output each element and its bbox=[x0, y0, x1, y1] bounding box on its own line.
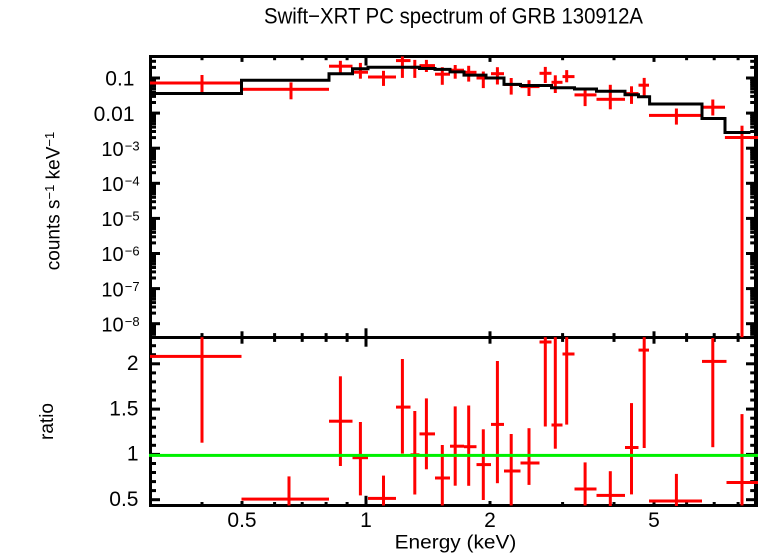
svg-text:Energy (keV): Energy (keV) bbox=[395, 532, 517, 554]
svg-text:10: 10 bbox=[101, 139, 123, 161]
svg-text:−5: −5 bbox=[125, 209, 140, 224]
svg-text:0.01: 0.01 bbox=[94, 103, 135, 126]
svg-text:10: 10 bbox=[101, 279, 123, 301]
svg-text:0.5: 0.5 bbox=[227, 509, 256, 532]
svg-text:counts s−1 keV−1: counts s−1 keV−1 bbox=[42, 132, 65, 270]
svg-text:0.5: 0.5 bbox=[109, 488, 138, 511]
svg-text:10: 10 bbox=[101, 174, 123, 196]
svg-text:−4: −4 bbox=[125, 174, 140, 189]
svg-text:10: 10 bbox=[101, 209, 123, 231]
svg-text:2: 2 bbox=[127, 352, 139, 375]
svg-text:10: 10 bbox=[101, 314, 123, 336]
svg-text:−3: −3 bbox=[125, 138, 140, 153]
svg-text:−8: −8 bbox=[125, 314, 140, 329]
svg-text:Swift−XRT PC spectrum of GRB 1: Swift−XRT PC spectrum of GRB 130912A bbox=[264, 3, 643, 28]
svg-text:−6: −6 bbox=[125, 244, 140, 259]
svg-text:ratio: ratio bbox=[37, 403, 58, 440]
svg-text:0.1: 0.1 bbox=[105, 68, 134, 91]
svg-text:−7: −7 bbox=[125, 279, 140, 294]
svg-text:10: 10 bbox=[101, 244, 123, 266]
svg-text:1: 1 bbox=[127, 443, 139, 466]
svg-text:1.5: 1.5 bbox=[109, 397, 138, 420]
svg-text:2: 2 bbox=[484, 509, 496, 532]
svg-text:1: 1 bbox=[360, 509, 372, 532]
svg-text:5: 5 bbox=[648, 509, 660, 532]
